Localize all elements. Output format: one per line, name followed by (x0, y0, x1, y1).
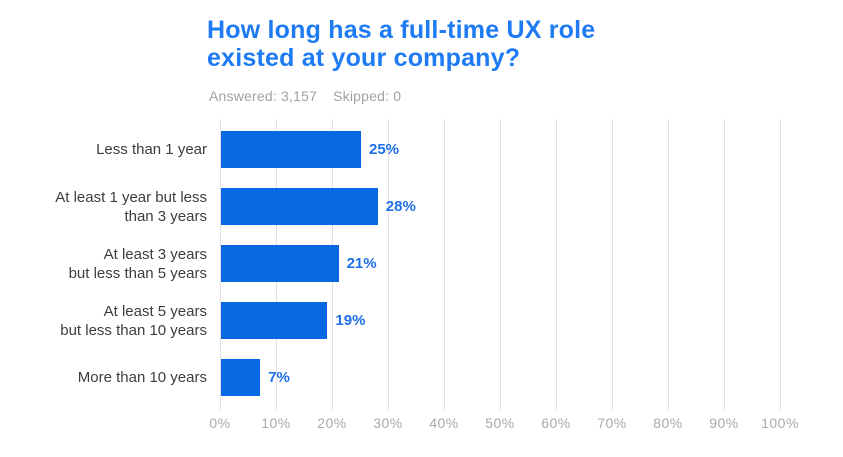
x-tick-label: 90% (709, 415, 739, 431)
bar (221, 359, 261, 396)
category-label: At least 3 years but less than 5 years (68, 246, 207, 282)
gridline (500, 119, 501, 410)
bar-row: More than 10 years 7% (0, 359, 843, 396)
gridline (668, 119, 669, 410)
chart-title-line-2: existed at your company? (207, 44, 521, 72)
chart-subtitle: Answered: 3,157 Skipped: 0 (209, 88, 401, 104)
x-tick-label: 30% (373, 415, 403, 431)
value-label: 28% (385, 198, 416, 215)
chart-title: How long has a full-time UX role existed… (207, 16, 595, 72)
bar (221, 131, 361, 168)
value-label: 19% (335, 312, 366, 329)
bar (221, 188, 378, 225)
category-label: At least 1 year but less than 3 years (55, 189, 207, 225)
bar (221, 302, 328, 339)
skipped-count: Skipped: 0 (333, 88, 402, 104)
x-tick-label: 50% (485, 415, 515, 431)
chart-title-line-1: How long has a full-time UX role (207, 16, 596, 44)
gridline (724, 119, 725, 410)
x-tick-label: 100% (761, 415, 799, 431)
plot-area: Less than 1 year 25% At least 1 year but l… (0, 119, 843, 410)
bar-row: Less than 1 year 25% (0, 131, 843, 168)
gridline (220, 119, 221, 410)
bar-row: At least 5 years but less than 10 years 19… (0, 302, 843, 339)
gridline (388, 119, 389, 410)
value-label: 25% (369, 141, 400, 158)
bar (221, 245, 339, 282)
category-label: At least 5 years but less than 10 years (60, 303, 207, 339)
x-tick-label: 60% (541, 415, 571, 431)
gridline (444, 119, 445, 410)
x-tick-label: 20% (317, 415, 347, 431)
x-tick-label: 40% (429, 415, 459, 431)
value-label: 7% (268, 369, 290, 386)
gridline (556, 119, 557, 410)
x-tick-label: 70% (597, 415, 627, 431)
gridline (780, 119, 781, 410)
gridline (612, 119, 613, 410)
x-tick-label: 0% (209, 415, 231, 431)
x-axis: 0% 10% 20% 30% 40% 50% 60% 70% 80% 90% 100% (0, 415, 843, 439)
x-tick-label: 10% (261, 415, 291, 431)
answered-count: Answered: 3,157 (209, 88, 318, 104)
bar-row: At least 1 year but less than 3 years 28% (0, 188, 843, 225)
value-label: 21% (346, 255, 377, 272)
x-tick-label: 80% (653, 415, 683, 431)
category-label: Less than 1 year (96, 141, 207, 158)
bar-row: At least 3 years but less than 5 years 21% (0, 245, 843, 282)
category-label: More than 10 years (77, 369, 207, 386)
